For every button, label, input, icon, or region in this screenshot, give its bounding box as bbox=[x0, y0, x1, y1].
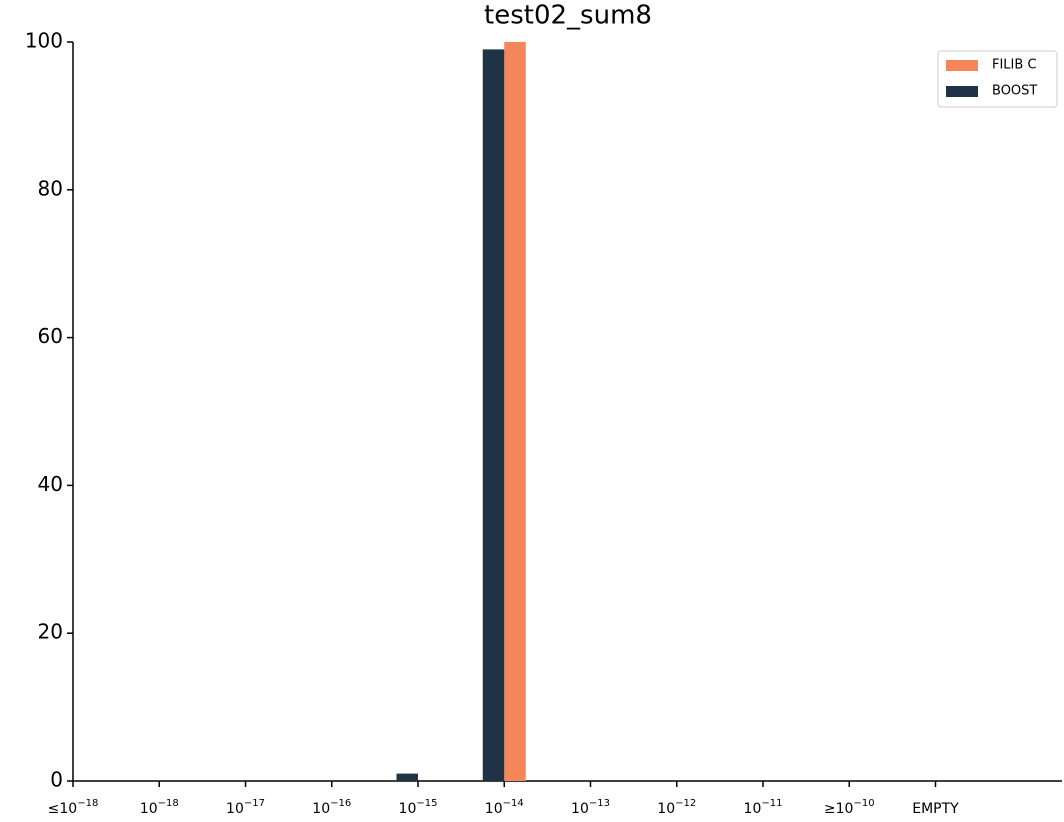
y-tick-label: 60 bbox=[38, 324, 63, 348]
y-tick-label: 40 bbox=[38, 472, 63, 496]
y-tick-label: 0 bbox=[50, 768, 63, 792]
x-tick-label: 10−18 bbox=[140, 798, 179, 817]
x-tick-text: 10 bbox=[312, 801, 330, 817]
x-tick-label: 10−14 bbox=[485, 798, 524, 817]
x-tick-exponent: −15 bbox=[416, 798, 437, 809]
x-tick-text: 10 bbox=[657, 801, 675, 817]
x-tick-text: 10 bbox=[399, 801, 417, 817]
x-tick-exponent: −11 bbox=[761, 798, 782, 809]
x-tick-exponent: −18 bbox=[77, 798, 98, 809]
x-tick-text: ≤10 bbox=[48, 801, 78, 817]
x-tick-label: ≤10−18 bbox=[48, 798, 99, 817]
x-tick-exponent: −14 bbox=[503, 798, 524, 809]
x-tick-text: 10 bbox=[140, 801, 158, 817]
x-tick-label: 10−15 bbox=[399, 798, 438, 817]
x-tick-label: EMPTY bbox=[912, 801, 959, 817]
x-tick-text: EMPTY bbox=[912, 801, 959, 817]
x-tick-label: 10−11 bbox=[744, 798, 783, 817]
legend-swatch bbox=[946, 60, 978, 71]
y-tick-label: 80 bbox=[38, 176, 63, 200]
x-tick-exponent: −12 bbox=[675, 798, 696, 809]
x-tick-exponent: −16 bbox=[330, 798, 351, 809]
x-tick-text: 10 bbox=[226, 801, 244, 817]
x-tick-label: 10−16 bbox=[312, 798, 351, 817]
legend-label: BOOST bbox=[992, 84, 1037, 99]
x-tick-text: ≥10 bbox=[824, 801, 854, 817]
x-tick-label: 10−17 bbox=[226, 798, 265, 817]
x-tick-exponent: −13 bbox=[589, 798, 610, 809]
x-tick-text: 10 bbox=[571, 801, 589, 817]
x-tick-text: 10 bbox=[744, 801, 762, 817]
y-tick-label: 100 bbox=[25, 29, 63, 53]
bar bbox=[482, 49, 505, 781]
y-tick-label: 20 bbox=[38, 620, 63, 644]
legend-swatch bbox=[946, 86, 978, 97]
x-tick-label: 10−13 bbox=[571, 798, 610, 817]
bar bbox=[396, 773, 418, 781]
x-tick-exponent: −17 bbox=[244, 798, 265, 809]
x-tick-exponent: −10 bbox=[853, 798, 874, 809]
x-tick-text: 10 bbox=[485, 801, 503, 817]
x-tick-exponent: −18 bbox=[158, 798, 179, 809]
x-tick-label: 10−12 bbox=[657, 798, 696, 817]
bar bbox=[504, 42, 526, 781]
chart-title: test02_sum8 bbox=[484, 1, 652, 31]
x-tick-label: ≥10−10 bbox=[824, 798, 875, 817]
legend-label: FILIB C bbox=[992, 58, 1037, 73]
